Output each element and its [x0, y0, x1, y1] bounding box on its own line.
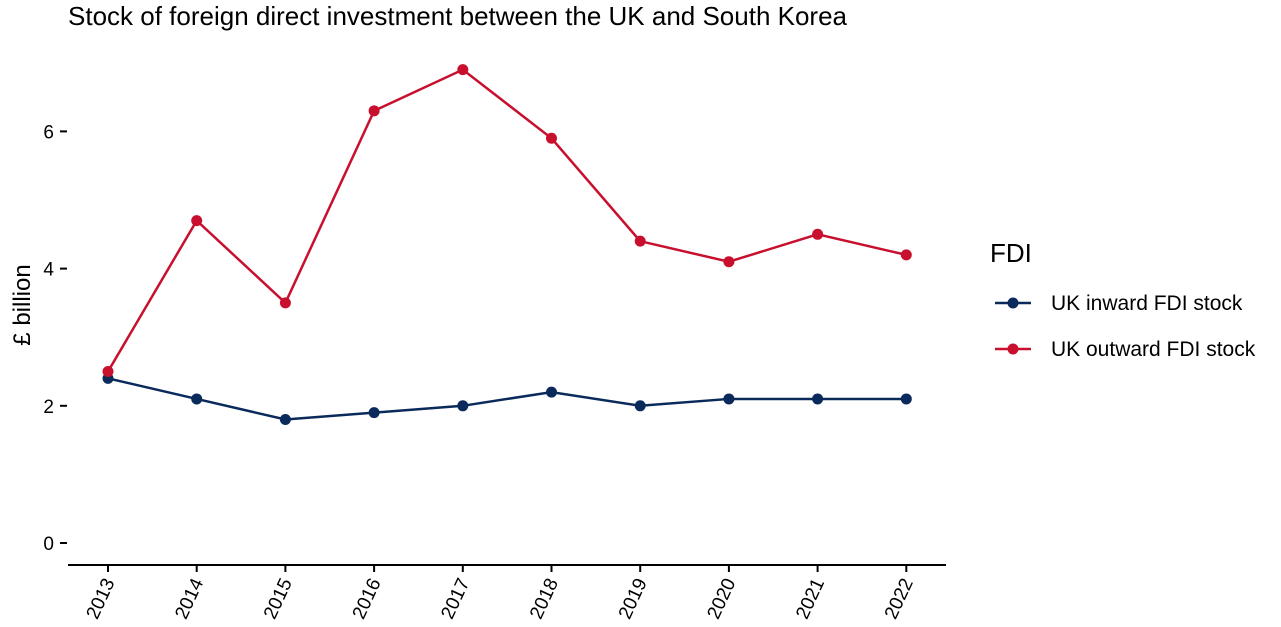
data-point [900, 393, 912, 405]
y-tick-label: 4 [43, 260, 54, 281]
data-point [102, 366, 114, 377]
x-axis: 2013 2014 2015 2016 2017 2018 2019 2020 2021 2022 [83, 565, 918, 622]
series-line [106, 68, 907, 373]
legend-item-uk-inward-fdi-stock: UK inward FDI stock [995, 292, 1243, 315]
data-point [457, 400, 469, 412]
data-point [279, 297, 291, 309]
data-point [812, 228, 824, 240]
data-point [634, 235, 646, 247]
legend-marker [1007, 343, 1019, 355]
x-tick-label: 2016 [349, 575, 386, 622]
data-point [546, 132, 557, 144]
x-tick-label: 2022 [881, 575, 918, 622]
data-point [900, 249, 912, 261]
data-point [368, 407, 380, 419]
data-point [546, 386, 557, 398]
data-point [279, 414, 291, 426]
plot-area [102, 64, 912, 426]
data-point [723, 256, 735, 268]
y-tick-label: 0 [43, 534, 54, 555]
legend-marker [1007, 297, 1019, 309]
legend-title: FDI [990, 238, 1032, 268]
data-point [634, 400, 646, 412]
data-point [457, 64, 469, 76]
x-tick-label: 2013 [83, 575, 120, 622]
data-point [723, 393, 735, 405]
x-tick-label: 2020 [704, 575, 741, 622]
x-tick-label: 2021 [792, 575, 829, 622]
legend: FDI UK inward FDI stock UK outward FDI st… [990, 238, 1256, 361]
y-tick-label: 2 [43, 397, 54, 418]
x-tick-label: 2015 [260, 575, 297, 622]
series-uk-outward-fdi-stock [102, 64, 912, 377]
x-tick-label: 2018 [526, 575, 563, 622]
data-point [191, 393, 203, 405]
data-point [368, 105, 380, 117]
x-tick-label: 2014 [171, 575, 208, 623]
chart-title: Stock of foreign direct investment betwe… [68, 1, 848, 31]
data-point [812, 393, 824, 405]
series-line [107, 377, 907, 421]
legend-label: UK outward FDI stock [1051, 338, 1256, 361]
x-tick-label: 2019 [615, 575, 652, 622]
legend-item-uk-outward-fdi-stock: UK outward FDI stock [995, 338, 1256, 361]
y-axis: 0 2 4 6 [43, 122, 67, 555]
x-tick-label: 2017 [437, 575, 474, 622]
y-axis-label: £ billion [9, 264, 36, 345]
series-uk-inward-fdi-stock [102, 372, 912, 426]
data-point [191, 215, 203, 227]
legend-label: UK inward FDI stock [1051, 292, 1243, 315]
y-tick-label: 6 [43, 122, 54, 143]
